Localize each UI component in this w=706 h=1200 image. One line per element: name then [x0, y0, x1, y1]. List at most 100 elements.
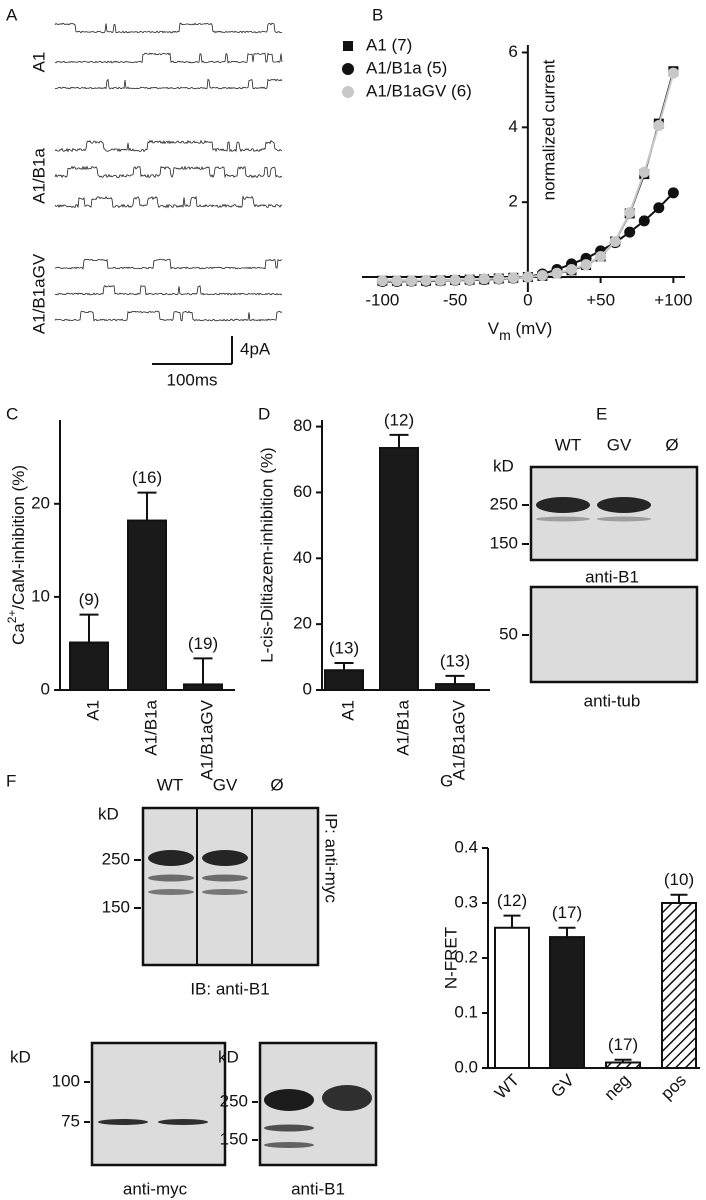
n-label: (19): [188, 634, 218, 653]
panel-label: G: [440, 771, 453, 790]
band: [264, 1124, 314, 1132]
x-tick-label: +50: [586, 291, 615, 310]
trace: [54, 195, 283, 209]
bar: [605, 1061, 641, 1069]
legend-marker: [342, 86, 354, 98]
band: [158, 1119, 208, 1125]
blot-label: anti-B1: [291, 1179, 345, 1198]
data-point: [507, 272, 519, 284]
x-tick-label: A1: [83, 700, 102, 721]
trace: [54, 258, 283, 270]
legend-label: A1 (7): [366, 35, 412, 54]
lane-label: Ø: [270, 775, 283, 794]
trace-label: A1/B1aGV: [29, 253, 48, 334]
x-label-main: V: [488, 319, 500, 338]
x-tick-label: A1/B1a: [393, 699, 412, 755]
band: [264, 1089, 314, 1111]
y-tick-label: 0: [303, 679, 312, 698]
x-label-unit: (mV): [511, 319, 553, 338]
x-tick-label: A1/B1aGV: [197, 699, 216, 780]
bar: [661, 902, 697, 1069]
data-point: [638, 166, 650, 178]
panel-label: A: [6, 5, 18, 24]
lane-label: GV: [213, 775, 238, 794]
y-tick-label: 0.4: [454, 837, 478, 856]
band: [148, 874, 194, 882]
blot: [141, 806, 320, 967]
marker-label: 250: [220, 1091, 248, 1110]
x-tick-label: WT: [491, 1071, 523, 1103]
x-tick-label: A1: [338, 700, 357, 721]
panel-label: E: [596, 404, 607, 423]
band: [322, 1085, 372, 1111]
data-point: [609, 235, 621, 247]
y-tick-label: 0: [41, 679, 50, 698]
blot: [90, 1041, 227, 1167]
band: [98, 1119, 148, 1125]
side-label: IP: anti-myc: [322, 813, 341, 903]
bar: [127, 519, 167, 691]
legend-marker: [342, 63, 354, 75]
data-point: [464, 274, 476, 286]
data-point: [624, 207, 636, 219]
lane-label: GV: [607, 435, 632, 454]
data-point: [536, 270, 548, 282]
kd-label: kD: [218, 1047, 239, 1066]
y-tick-label: 0.3: [454, 892, 478, 911]
n-label: (9): [79, 590, 100, 609]
data-point: [653, 202, 665, 214]
trace: [54, 78, 283, 90]
data-point: [420, 274, 432, 286]
trace: [54, 285, 283, 296]
n-label: (17): [552, 903, 582, 922]
n-label: (12): [384, 410, 414, 429]
lane-label: WT: [555, 435, 581, 454]
y-tick-label: 80: [293, 416, 312, 435]
legend-marker: [343, 41, 353, 51]
y-label-rest: /CaM-inhibition (%): [9, 465, 28, 610]
x-label-sub: m: [499, 327, 511, 343]
bar: [69, 641, 109, 691]
scale-label: 100ms: [166, 370, 217, 389]
data-point: [566, 264, 578, 276]
trace: [54, 139, 283, 153]
x-axis-label: Vm (mV): [488, 319, 553, 342]
y-axis-label: N-FRET: [441, 927, 460, 989]
bar: [379, 446, 419, 691]
data-point: [667, 187, 679, 199]
trace: [54, 52, 283, 64]
panel-label: D: [258, 404, 270, 423]
blot: [529, 585, 699, 684]
marker-label: 250: [490, 494, 518, 513]
x-tick-label: A1/B1aGV: [449, 699, 468, 780]
data-point: [624, 226, 636, 238]
data-point: [435, 274, 447, 286]
data-point: [391, 275, 403, 287]
bar: [494, 926, 530, 1069]
band: [597, 516, 651, 522]
lane-label: Ø: [665, 435, 678, 454]
y-tick-label: 6: [508, 42, 517, 61]
x-tick-label: 0: [523, 291, 532, 310]
legend-label: A1/B1a (5): [366, 58, 447, 77]
marker-label: 150: [490, 533, 518, 552]
data-point: [551, 267, 563, 279]
n-label: (12): [497, 891, 527, 910]
marker-label: 150: [220, 1129, 248, 1148]
y-axis-label: normalized current: [539, 59, 558, 200]
panel-label: F: [6, 771, 16, 790]
blot-label: anti-B1: [585, 567, 639, 586]
band: [202, 874, 248, 882]
y-tick-label: 2: [508, 192, 517, 211]
trace-label: A1: [29, 52, 48, 73]
kd-label: kD: [10, 1047, 31, 1066]
x-tick-label: A1/B1a: [141, 699, 160, 755]
x-tick-label: neg: [601, 1071, 634, 1104]
data-point: [478, 273, 490, 285]
y-tick-label: 0.1: [454, 1002, 478, 1021]
blot-label: IB: anti-B1: [190, 979, 269, 998]
data-point: [493, 273, 505, 285]
x-tick-label: +100: [654, 291, 692, 310]
marker-label: 100: [52, 1071, 80, 1090]
x-tick-label: -100: [365, 291, 399, 310]
